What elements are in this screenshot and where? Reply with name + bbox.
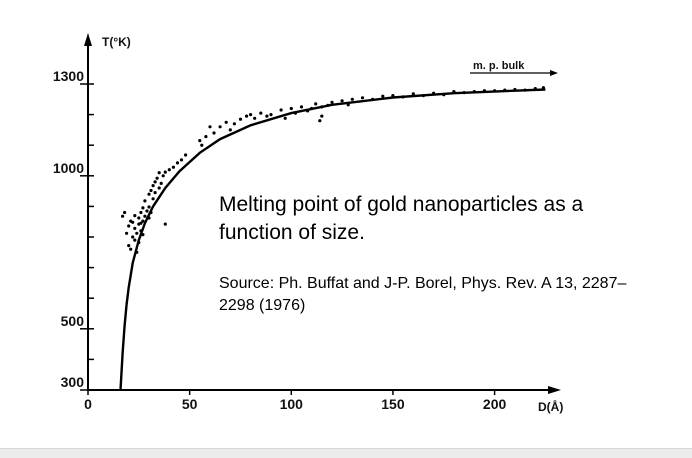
- data-point: [141, 219, 145, 223]
- data-point: [204, 135, 208, 139]
- annotations: m. p. bulk: [470, 60, 558, 76]
- data-point: [139, 221, 143, 225]
- mp-bulk-arrow: [550, 69, 558, 76]
- data-point: [340, 99, 344, 103]
- data-point: [141, 206, 145, 210]
- data-point: [145, 209, 149, 213]
- data-point: [155, 176, 159, 180]
- fit-curve-group: [119, 88, 546, 391]
- data-point: [123, 210, 127, 215]
- data-point: [153, 191, 157, 195]
- data-point: [208, 125, 212, 129]
- ticks: [80, 83, 496, 395]
- data-point: [147, 192, 151, 196]
- y-axis-title: T(°K): [102, 35, 131, 49]
- data-point: [127, 244, 131, 248]
- data-point: [121, 214, 125, 218]
- data-point: [143, 214, 147, 218]
- data-point: [133, 238, 137, 242]
- data-point: [283, 116, 287, 120]
- data-point: [198, 139, 202, 143]
- x-axis-arrow: [548, 386, 561, 394]
- data-point: [131, 220, 135, 224]
- data-point: [153, 180, 157, 184]
- fit-curve: [119, 88, 546, 391]
- data-point: [159, 181, 163, 185]
- y-tick-label: 300: [61, 374, 85, 390]
- y-tick-label: 1300: [53, 68, 84, 84]
- data-point: [147, 205, 151, 209]
- data-point: [330, 100, 334, 104]
- data-point: [127, 224, 131, 228]
- axes: [84, 33, 561, 394]
- data-point: [125, 231, 129, 235]
- data-point: [133, 226, 137, 230]
- data-point: [265, 114, 269, 118]
- data-point: [318, 119, 322, 123]
- data-point: [289, 106, 293, 111]
- data-point: [151, 184, 155, 188]
- data-point: [314, 102, 318, 106]
- data-point: [133, 214, 137, 218]
- data-point: [149, 188, 153, 193]
- data-point: [218, 125, 222, 129]
- caption-source: Source: Ph. Buffat and J-P. Borel, Phys.…: [219, 275, 627, 314]
- data-point: [137, 216, 141, 220]
- data-point: [245, 114, 249, 118]
- data-point: [179, 158, 184, 162]
- data-point: [157, 171, 161, 175]
- data-point: [279, 108, 283, 112]
- bottom-bar: [0, 448, 692, 458]
- data-point: [360, 96, 365, 100]
- data-point: [131, 235, 135, 239]
- tick-labels: 300 500 1000 1300 0 50 100 150 200 T(°K) D(Å): [53, 35, 563, 414]
- data-point: [139, 210, 143, 215]
- x-axis-title: D(Å): [538, 399, 563, 414]
- data-point: [253, 116, 257, 120]
- data-point: [184, 153, 188, 157]
- data-point: [232, 122, 236, 126]
- data-point: [350, 97, 354, 101]
- data-point: [157, 186, 161, 190]
- data-point: [200, 143, 204, 147]
- x-tick-label: 150: [381, 396, 405, 412]
- data-point: [143, 199, 147, 203]
- data-point: [163, 222, 167, 226]
- data-point: [161, 174, 165, 178]
- data-point: [249, 113, 253, 117]
- x-tick-label: 100: [280, 396, 304, 412]
- data-point: [171, 165, 175, 169]
- y-tick-label: 1000: [53, 160, 84, 176]
- y-tick-label: 500: [61, 313, 85, 329]
- data-point: [151, 197, 155, 201]
- x-tick-label: 0: [84, 396, 92, 412]
- data-point: [228, 128, 232, 132]
- data-point: [129, 247, 133, 251]
- data-point: [167, 168, 171, 172]
- x-tick-label: 50: [182, 396, 198, 412]
- data-point: [163, 170, 167, 174]
- data-point: [238, 117, 243, 121]
- y-axis-arrow: [84, 33, 92, 46]
- data-point: [212, 131, 216, 135]
- data-point: [320, 114, 324, 118]
- data-point: [259, 111, 263, 115]
- chart: 300 500 1000 1300 0 50 100 150 200 T(°K) D(Å) m. p…: [53, 33, 563, 414]
- data-point: [411, 92, 415, 96]
- data-point: [381, 94, 385, 98]
- mp-bulk-label: m. p. bulk: [473, 60, 525, 72]
- data-point: [299, 105, 304, 109]
- caption-title: Melting point of gold nanoparticles as a…: [219, 193, 584, 244]
- data-point: [269, 113, 273, 117]
- data-point: [224, 120, 228, 124]
- data-point: [175, 161, 180, 165]
- x-tick-label: 200: [483, 396, 507, 412]
- data-point: [135, 231, 139, 235]
